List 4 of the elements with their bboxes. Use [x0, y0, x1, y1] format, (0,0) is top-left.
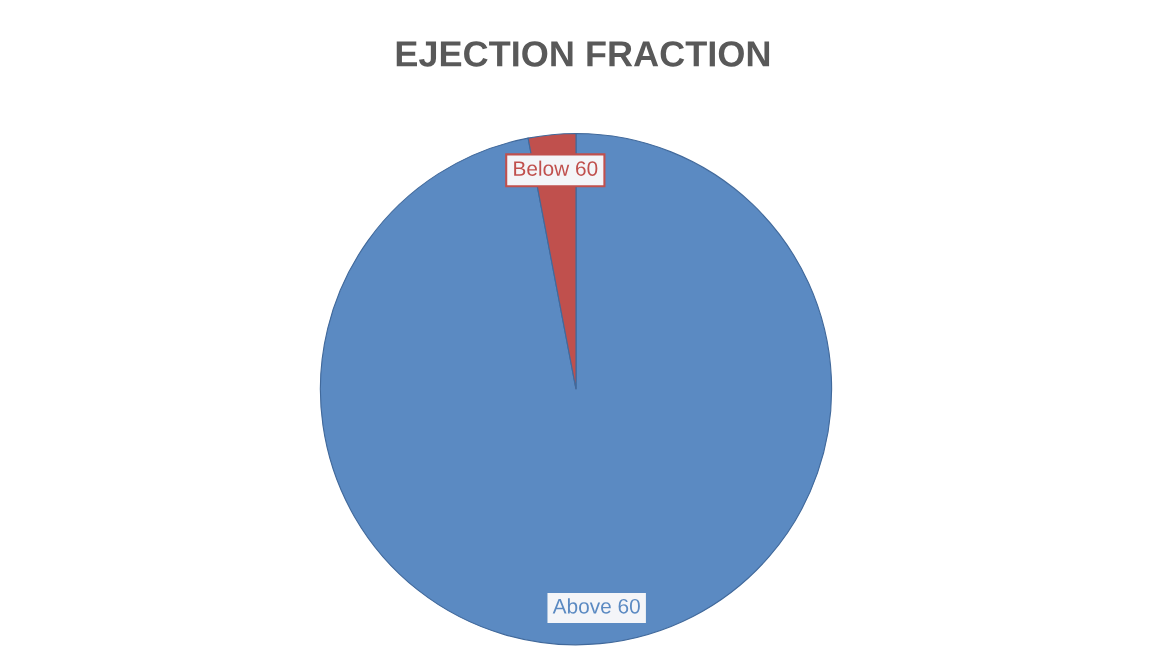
slice-label: Below 60 — [514, 160, 598, 176]
pie-slice — [319, 133, 833, 646]
chart-title: EJECTION FRACTION — [396, 41, 770, 67]
slice-label: Above 60 — [552, 598, 640, 614]
